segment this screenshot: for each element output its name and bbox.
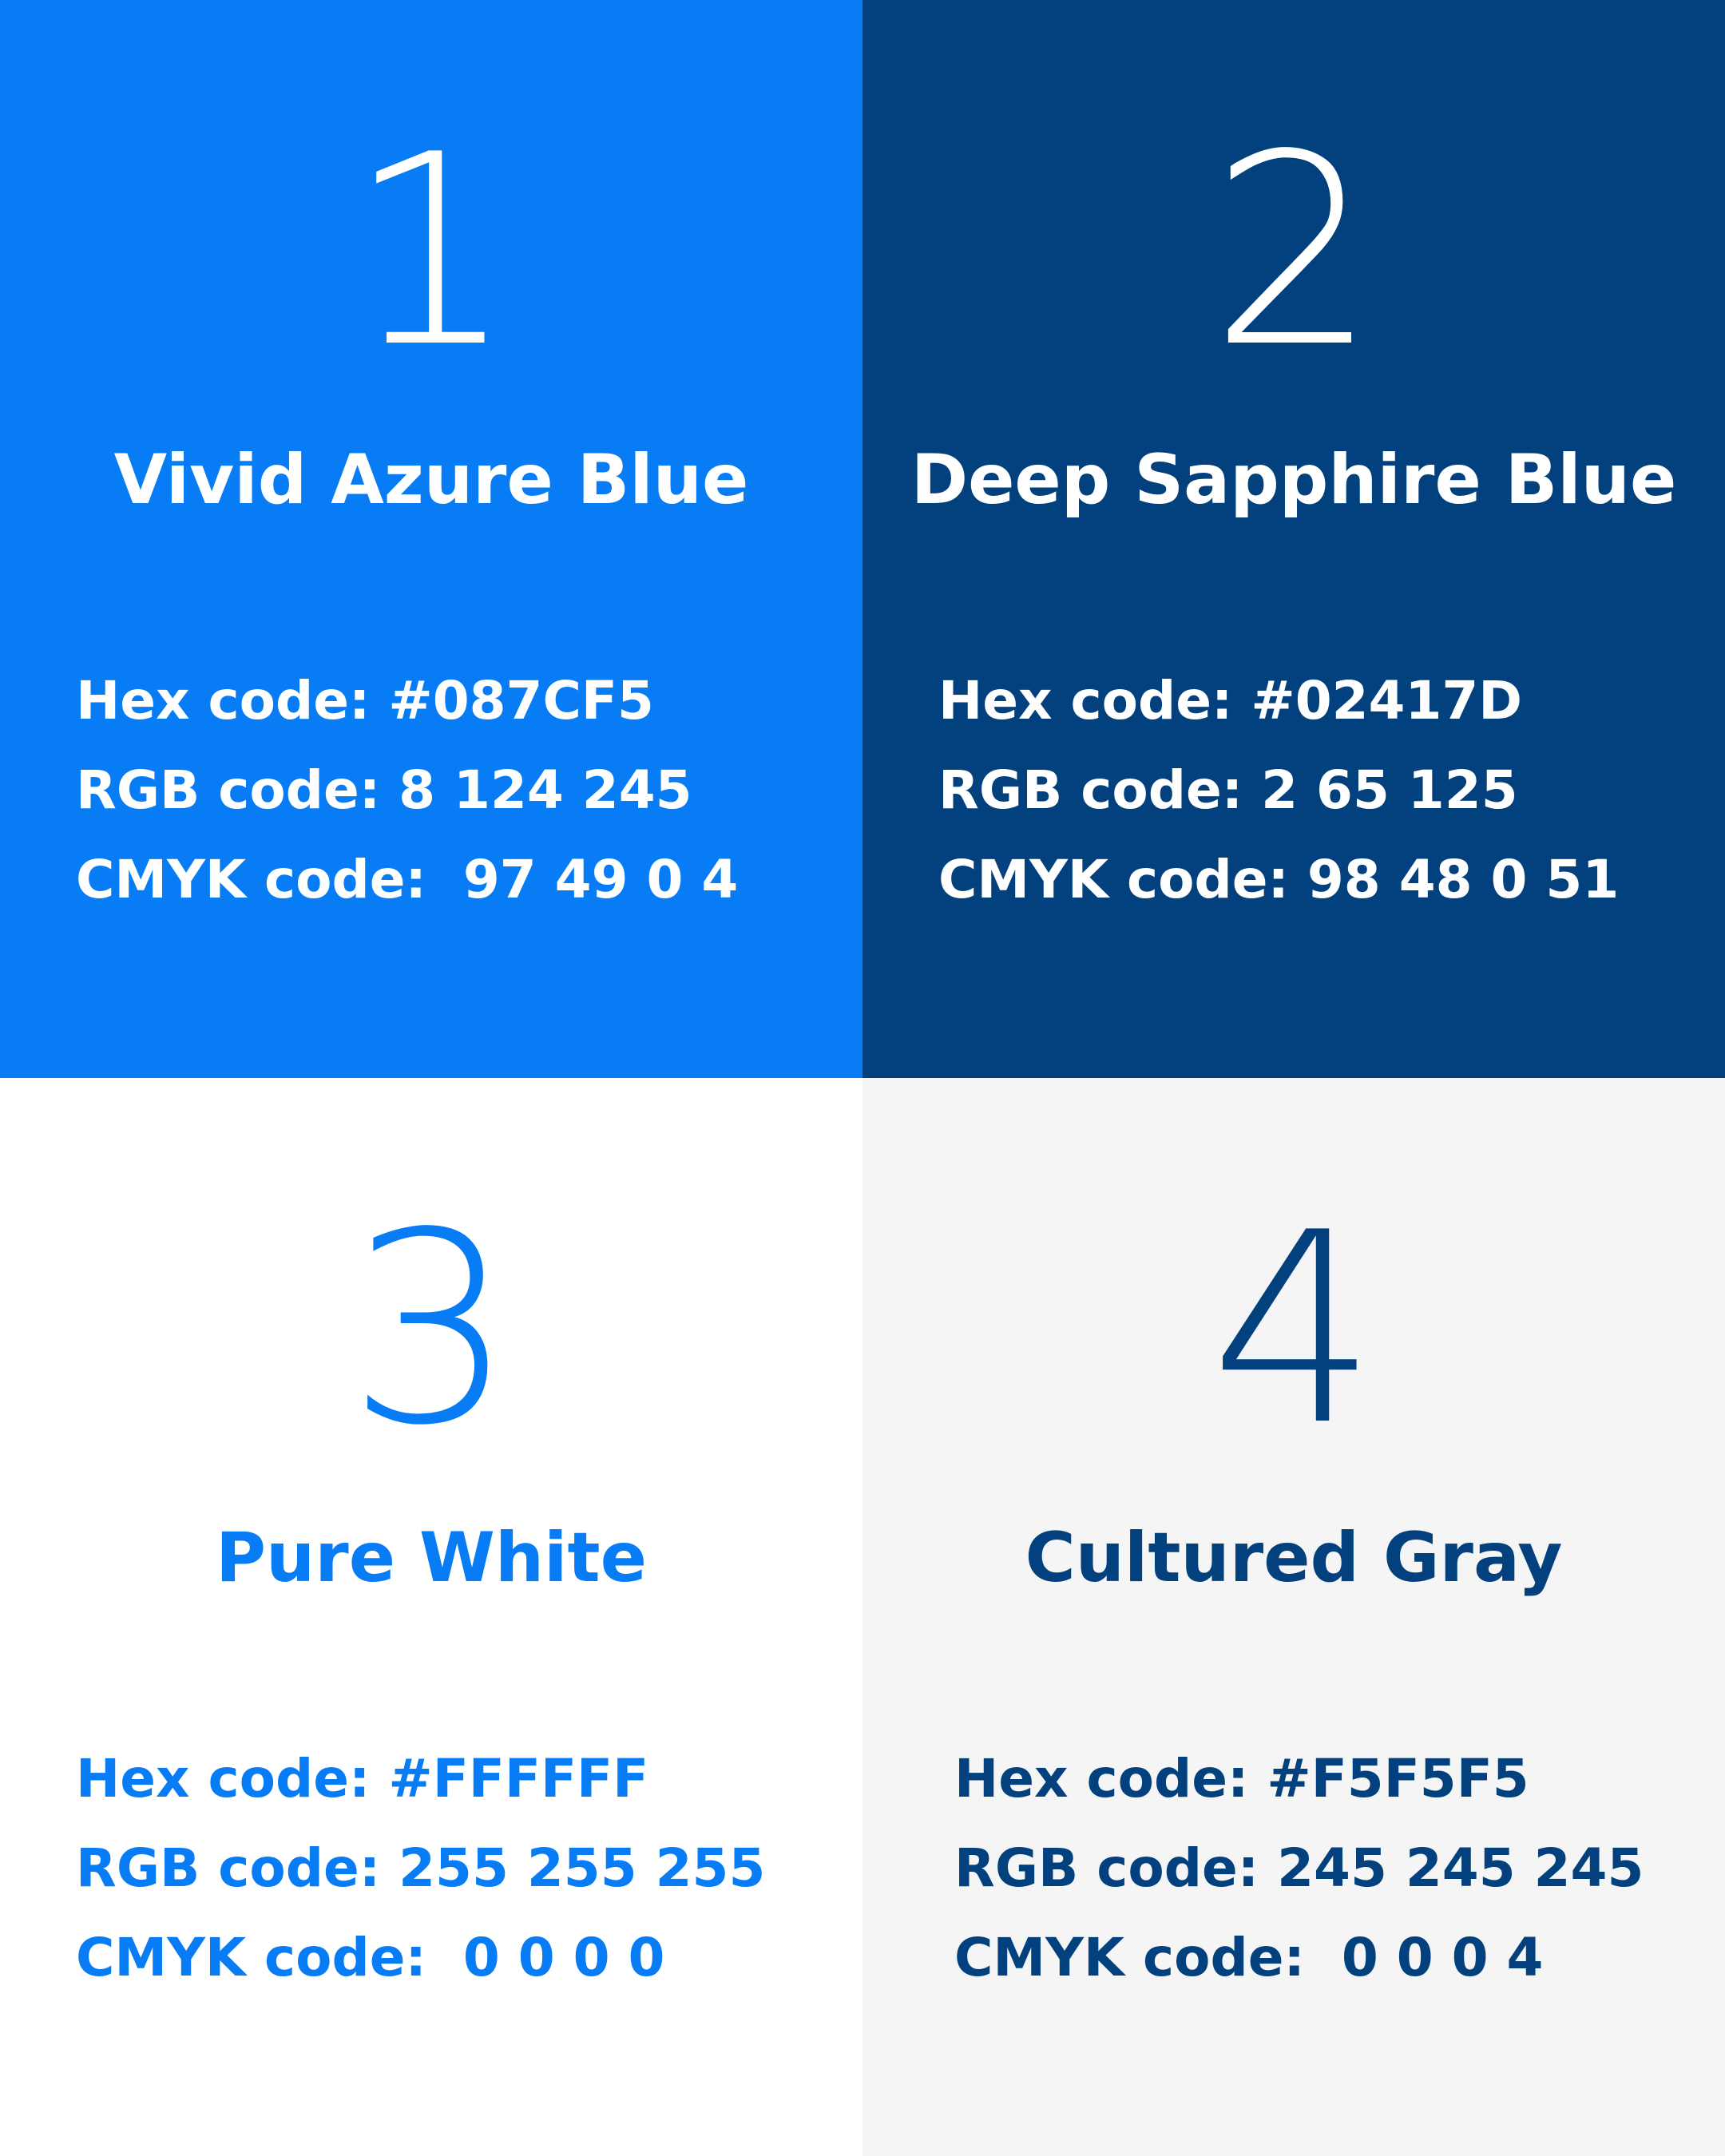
swatch-panel: 1 Vivid Azure Blue Hex code: #087CF5 RGB co… <box>0 0 862 1078</box>
color-code: RGB code: 8 124 245 <box>76 759 692 821</box>
color-code: RGB code: 255 255 255 <box>76 1837 766 1899</box>
swatch-name: Cultured Gray <box>1025 1518 1563 1598</box>
swatch-name: Deep Sapphire Blue <box>910 440 1677 520</box>
swatch-panel: 4 Cultured Gray Hex code: #F5F5F5 RGB code:… <box>862 1078 1725 2156</box>
swatch-name: Vivid Azure Blue <box>113 440 749 520</box>
color-code: Hex code: #F5F5F5 <box>954 1748 1529 1809</box>
swatch-number: 4 <box>1210 1176 1378 1483</box>
color-code: Hex code: #FFFFFF <box>76 1748 649 1809</box>
color-code: Hex code: #087CF5 <box>76 670 654 731</box>
swatch-number: 3 <box>347 1176 515 1483</box>
color-code: CMYK code: 0 0 0 4 <box>954 1927 1544 1988</box>
swatch-name: Pure White <box>216 1518 647 1598</box>
swatch-panel: 3 Pure White Hex code: #FFFFFF RGB code: 25… <box>0 1078 862 2156</box>
color-code: RGB code: 2 65 125 <box>938 759 1518 821</box>
color-code: CMYK code: 98 48 0 51 <box>938 849 1620 910</box>
color-code: CMYK code: 97 49 0 4 <box>76 849 739 910</box>
swatch-number: 1 <box>347 98 515 405</box>
color-code: CMYK code: 0 0 0 0 <box>76 1927 665 1988</box>
color-code: Hex code: #02417D <box>938 670 1523 731</box>
swatch-panel: 2 Deep Sapphire Blue Hex code: #02417D RGB … <box>862 0 1725 1078</box>
color-code: RGB code: 245 245 245 <box>954 1837 1644 1899</box>
swatch-number: 2 <box>1210 98 1378 405</box>
